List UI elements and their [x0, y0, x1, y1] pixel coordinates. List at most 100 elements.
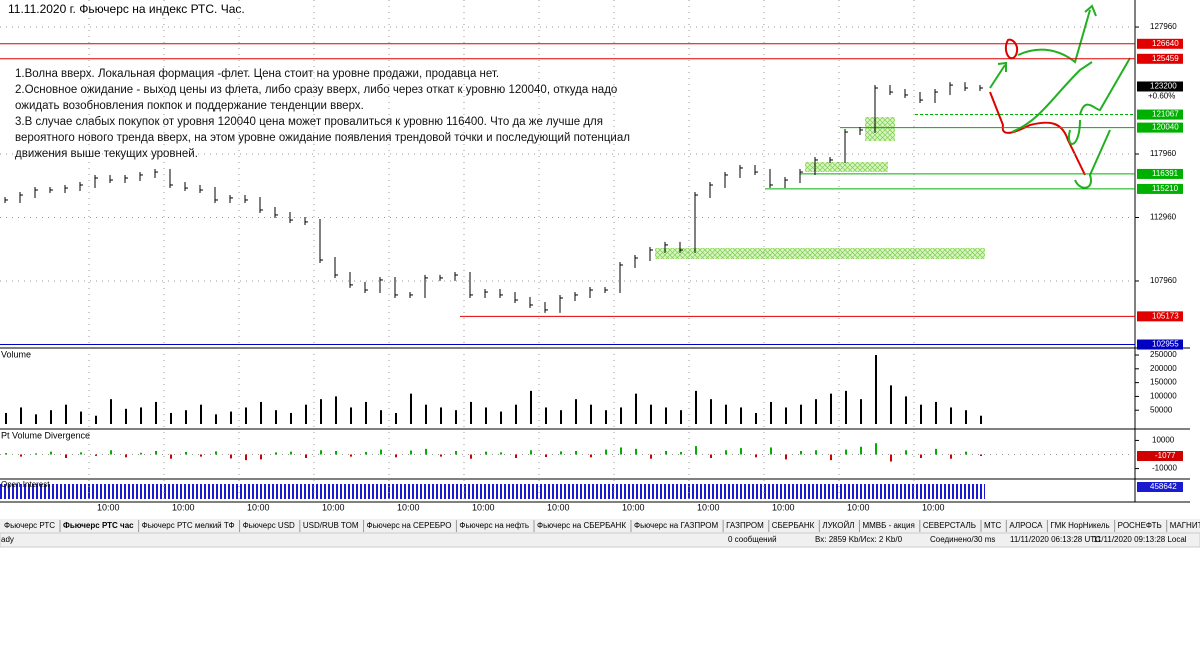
note-line: 3.В случае слабых покупок от уровня 1200… — [15, 116, 603, 128]
tab[interactable]: ММВБ - акция — [862, 521, 914, 530]
note-line: вероятного нового тренда вверх, на этом … — [15, 132, 630, 144]
volume-bar — [350, 407, 352, 424]
time-label: 10:00 — [847, 502, 870, 512]
tab[interactable]: Фьючерс РТС час — [63, 521, 134, 530]
level-box — [1137, 53, 1183, 64]
volume-bar — [500, 411, 502, 424]
volume-bar — [470, 401, 472, 424]
divergence-bar — [440, 454, 442, 457]
tab[interactable]: USD/RUB TOM — [303, 521, 359, 530]
volume-bar — [800, 404, 802, 424]
tab[interactable]: АЛРОСА — [1009, 521, 1043, 530]
statusbar — [0, 532, 1200, 548]
y-tick-label: 112960 — [1150, 213, 1177, 222]
divergence-bar — [20, 454, 22, 457]
pane-title: Open Interest — [1, 480, 50, 489]
level-box — [1137, 109, 1183, 120]
tab[interactable]: СБЕРБАНК — [772, 521, 815, 530]
zone — [865, 117, 895, 141]
divergence-bar — [425, 448, 427, 455]
divergence-bar — [470, 454, 472, 459]
volume-bar — [395, 412, 397, 424]
status-item: Соединено/30 ms — [930, 535, 995, 544]
zone — [805, 162, 888, 172]
divergence-bar — [785, 454, 787, 460]
volume-bar — [725, 404, 727, 424]
level-label: 102955 — [1152, 340, 1179, 349]
volume-bar — [200, 404, 202, 424]
tab[interactable]: Фьючерс USD — [243, 521, 295, 530]
time-label: 10:00 — [622, 502, 645, 512]
volume-bar — [770, 401, 772, 424]
divergence-bar — [350, 454, 352, 457]
divergence-bar — [35, 453, 37, 455]
divergence-bar — [680, 451, 682, 455]
tab[interactable]: Фьючерс на СЕРЕБРО — [367, 521, 452, 530]
volume-bar — [185, 410, 187, 424]
volume-bar — [215, 414, 217, 424]
tab[interactable]: Фьючерс на СБЕРБАНК — [537, 521, 626, 530]
volume-bar — [20, 407, 22, 424]
volume-bar — [110, 399, 112, 424]
divergence-bar — [260, 454, 262, 460]
volume-bar — [380, 410, 382, 424]
divergence-bar — [380, 449, 382, 455]
tab[interactable]: ГАЗПРОМ — [726, 521, 764, 530]
tab[interactable]: ЛУКОЙЛ — [822, 521, 854, 530]
divergence-bar — [875, 443, 877, 455]
tab[interactable]: МАГНИТ — [1170, 521, 1200, 530]
y-tick-label: 117960 — [1150, 149, 1177, 158]
time-label: 10:00 — [697, 502, 720, 512]
volume-bar — [35, 414, 37, 424]
last-change: +0.60% — [1148, 92, 1175, 101]
volume-bar — [95, 415, 97, 424]
volume-bar — [530, 390, 532, 424]
volume-bar — [620, 407, 622, 424]
divergence-bar — [605, 449, 607, 455]
tab[interactable]: Фьючерс РТС — [4, 521, 55, 530]
volume-bar — [80, 411, 82, 424]
y-tick-label: -10000 — [1152, 464, 1177, 473]
time-label: 10:00 — [472, 502, 495, 512]
volume-bar — [845, 390, 847, 424]
tab[interactable]: Фьючерс РТС мелкий ТФ — [142, 521, 235, 530]
divergence-bar — [965, 451, 967, 455]
level-box — [1137, 311, 1183, 322]
divergence-bar — [200, 454, 202, 457]
hand-drawing — [989, 4, 1131, 189]
tab[interactable]: СЕВЕРСТАЛЬ — [923, 521, 976, 530]
tab[interactable]: Фьючерс на ГАЗПРОМ — [634, 521, 718, 530]
volume-bar — [65, 404, 67, 424]
volume-bar — [680, 410, 682, 424]
y-tick-label: 150000 — [1150, 378, 1177, 387]
time-label: 10:00 — [397, 502, 420, 512]
volume-bar — [740, 407, 742, 424]
volume-bar — [890, 385, 892, 424]
tab[interactable]: МТС — [984, 521, 1002, 530]
tab[interactable]: Фьючерс на нефть — [459, 521, 529, 530]
divergence-bar — [245, 454, 247, 461]
volume-bar — [710, 399, 712, 424]
note-line: 1.Волна вверх. Локальная формация -флет.… — [15, 68, 500, 80]
volume-bar — [140, 407, 142, 424]
last-price: 123200 — [1150, 82, 1177, 91]
status-item: 11/11/2020 06:13:28 UTC — [1010, 535, 1101, 544]
tab[interactable]: РОСНЕФТЬ — [1118, 521, 1162, 530]
divergence-bar — [305, 454, 307, 459]
volume-bar — [830, 393, 832, 424]
volume-bar — [290, 412, 292, 424]
volume-bar — [125, 408, 127, 424]
volume-bar — [275, 410, 277, 424]
tab[interactable]: ГМК НорНикель — [1050, 521, 1109, 530]
divergence-bar — [755, 454, 757, 458]
divergence-bar — [560, 451, 562, 455]
volume-bar — [815, 399, 817, 424]
title: 11.11.2020 г. Фьючерс на индекс РТС. Час… — [8, 2, 245, 16]
divergence-bar — [290, 451, 292, 455]
divergence-bar — [800, 450, 802, 455]
volume-bar — [365, 401, 367, 424]
divergence-bar — [665, 450, 667, 455]
volume-bar — [485, 407, 487, 424]
volume-bar — [905, 396, 907, 424]
level-label: 105173 — [1152, 311, 1179, 320]
